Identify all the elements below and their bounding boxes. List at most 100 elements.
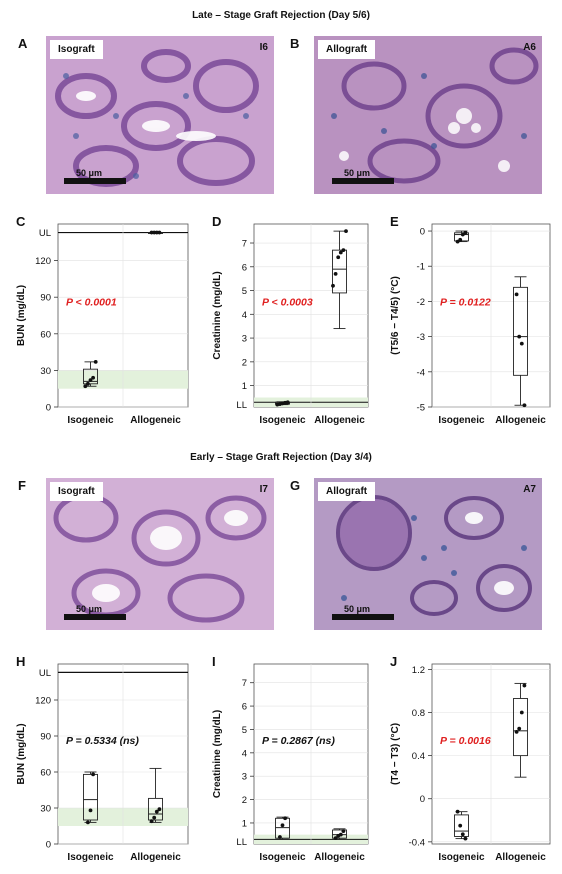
panel-letter-h: H	[16, 654, 25, 669]
upper-limit-label: UL	[39, 668, 51, 679]
data-point	[157, 230, 162, 235]
chart-temperature-late: E -5 -4 -3 -2 -1 0 (T5/6 − T4/5) (°C) Isogeneic A…	[390, 214, 551, 426]
p-value-label: P < 0.0003	[262, 297, 313, 309]
data-point	[154, 230, 159, 235]
y-tick-label: 0	[46, 840, 51, 851]
y-axis-label: BUN (mg/dL)	[16, 723, 27, 784]
data-point	[88, 378, 93, 383]
y-axis-label: (T4 − T3) (°C)	[390, 723, 401, 785]
x-category-label: Isogeneic	[67, 852, 114, 863]
data-point	[519, 710, 524, 715]
data-point	[336, 255, 341, 260]
lower-limit-label: LL	[236, 400, 247, 411]
scale-label: 50 μm	[344, 168, 371, 178]
data-point	[514, 730, 519, 734]
x-category-label: Allogeneic	[130, 852, 181, 863]
data-point	[517, 334, 522, 339]
y-tick-label: 1	[242, 818, 247, 829]
data-point	[338, 832, 343, 837]
y-tick-label: 0	[420, 227, 425, 238]
isograft-tag: Isograft	[50, 482, 103, 501]
y-tick-label: -4	[417, 367, 425, 378]
panel-letter-d: D	[212, 214, 221, 229]
data-point	[285, 400, 290, 405]
data-point	[280, 823, 285, 828]
upper-limit-label: UL	[39, 228, 51, 239]
x-category-label: Allogeneic	[130, 415, 181, 426]
data-point	[460, 832, 465, 837]
x-category-label: Isogeneic	[438, 415, 485, 426]
scale-bar	[64, 178, 126, 184]
data-point	[149, 819, 154, 824]
y-tick-label: 60	[40, 768, 51, 779]
data-point	[458, 237, 463, 242]
data-point	[338, 250, 343, 255]
data-point	[514, 292, 519, 297]
p-value-label: P < 0.0001	[66, 297, 117, 309]
x-category-label: Isogeneic	[259, 852, 306, 863]
data-point	[83, 384, 88, 389]
data-point	[463, 836, 468, 841]
data-point	[91, 772, 95, 777]
early-stage-title: Early – Stage Graft Rejection (Day 3/4)	[190, 452, 372, 463]
panel-letter-b: B	[290, 36, 300, 51]
y-tick-label: 90	[40, 732, 51, 743]
y-tick-label: -1	[417, 262, 425, 273]
chart-temperature-early: J -0.4 0 0.4 0.8 1.2 (T4 − T3) (°C) Isogeneic Al…	[390, 654, 551, 863]
micrograph-allograft-late: Allograft A6 50 μm	[314, 36, 542, 194]
y-tick-label: 60	[40, 329, 51, 340]
scale-label: 50 μm	[344, 604, 371, 614]
box-iqr	[332, 249, 347, 294]
data-point	[154, 809, 159, 814]
data-point	[333, 272, 338, 276]
scale-bar	[332, 614, 394, 620]
x-category-label: Isogeneic	[67, 415, 114, 426]
data-point	[331, 283, 335, 288]
data-point	[463, 230, 468, 235]
y-tick-label: 3	[242, 772, 247, 783]
y-tick-label: 6	[242, 262, 247, 273]
panel-letter-c: C	[16, 214, 26, 229]
y-tick-label: -2	[417, 297, 425, 308]
x-category-label: Isogeneic	[438, 852, 485, 863]
sample-id-i6: I6	[259, 42, 268, 53]
isograft-tag: Isograft	[50, 40, 103, 59]
y-tick-label: 7	[242, 678, 247, 689]
box-iqr	[513, 286, 528, 376]
y-tick-label: 120	[35, 696, 51, 707]
data-point	[149, 230, 154, 235]
y-tick-label: 0	[46, 403, 51, 414]
y-tick-label: 0	[420, 794, 425, 805]
data-point	[152, 230, 157, 235]
chart-bun-early: H 0 30 60 90 120 UL BUN (mg/dL) Isogeneic Allogen…	[16, 654, 189, 863]
chart-creatinine-early: I 1 2 3 4 5 6 7 LL Creatinine (mg/dL) Isogeneic All…	[212, 654, 369, 863]
panel-letter-a: A	[18, 36, 28, 51]
data-point	[91, 375, 95, 380]
allograft-tag: Allograft	[318, 40, 376, 59]
y-tick-label: 30	[40, 366, 51, 377]
data-point	[86, 820, 90, 825]
p-value-label: P = 0.0122	[440, 297, 491, 309]
data-point	[458, 823, 463, 828]
panel-letter-j: J	[390, 654, 397, 669]
y-tick-label: 5	[242, 725, 247, 736]
scale-bar	[64, 614, 126, 620]
data-point	[152, 815, 157, 820]
panel-letter-f: F	[18, 478, 26, 493]
micrograph-isograft-late: Isograft I6 50 μm	[46, 36, 274, 194]
box-iqr	[83, 368, 98, 385]
data-point	[93, 359, 98, 364]
y-tick-label: 4	[242, 310, 247, 321]
box-iqr	[275, 817, 290, 839]
box-iqr	[513, 698, 528, 757]
y-tick-label: 4	[242, 748, 247, 759]
box-iqr	[332, 829, 347, 839]
data-point	[333, 836, 338, 841]
data-point	[88, 808, 93, 813]
x-category-label: Allogeneic	[314, 415, 365, 426]
y-tick-label: 7	[242, 239, 247, 250]
box-iqr	[454, 814, 469, 837]
sample-id-i7: I7	[259, 484, 268, 495]
scale-label: 50 μm	[76, 168, 103, 178]
sample-id-a7: A7	[523, 484, 536, 495]
